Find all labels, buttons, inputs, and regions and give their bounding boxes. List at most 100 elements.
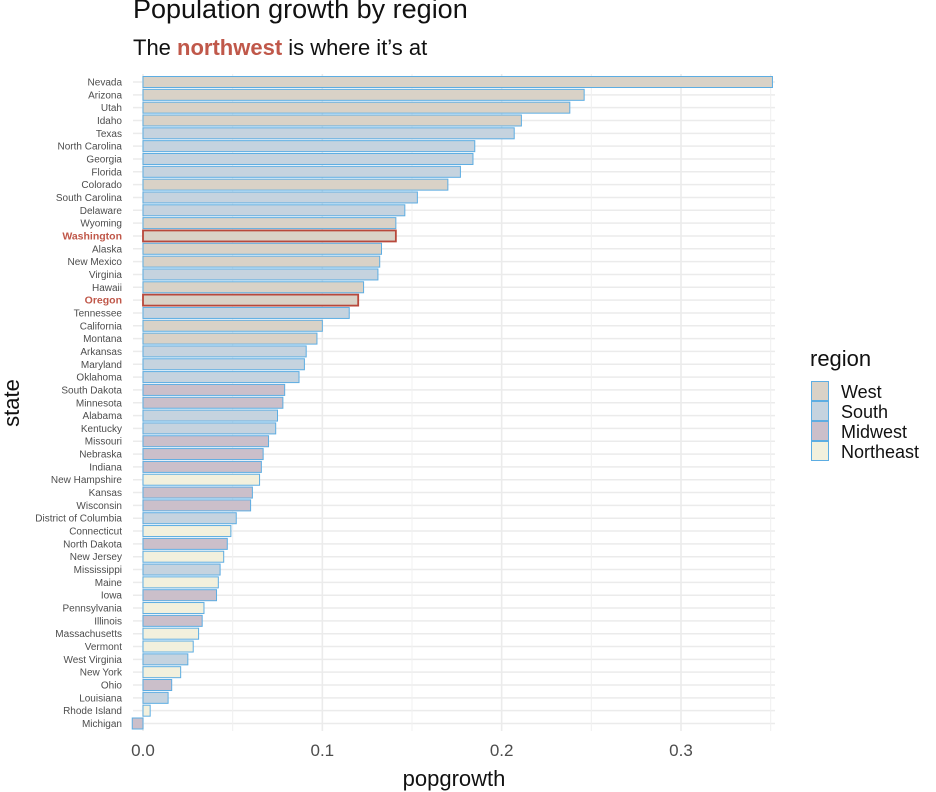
bar-kansas	[142, 486, 253, 499]
chart-title: Population growth by region	[133, 0, 468, 24]
bar-illinois	[142, 614, 203, 627]
y-tick-label: Alabama	[83, 411, 123, 422]
x-axis-title: popgrowth	[403, 766, 506, 791]
y-tick-label: Idaho	[97, 116, 122, 127]
y-tick-label: Kansas	[89, 488, 122, 499]
legend-key-west	[811, 381, 829, 401]
subtitle-suffix: is where it’s at	[282, 35, 428, 60]
y-tick-label: Arizona	[88, 90, 122, 101]
bar-arizona	[142, 88, 585, 101]
bar-pennsylvania	[142, 602, 205, 615]
bar-nevada	[142, 76, 773, 88]
y-tick-label: Oregon	[85, 295, 122, 307]
chart-subtitle: The northwest is where it’s at	[133, 35, 427, 61]
bar-delaware	[142, 204, 406, 217]
y-tick-label: North Dakota	[63, 539, 122, 550]
bar-rhode-island	[142, 704, 151, 717]
y-tick-label: New Mexico	[68, 257, 123, 268]
legend-key-midwest	[811, 421, 829, 441]
bar-maine	[142, 576, 219, 589]
bar-wyoming	[142, 217, 397, 230]
bar-alabama	[142, 409, 278, 422]
y-tick-label: Georgia	[86, 154, 122, 165]
x-tick-label: 0.0	[131, 741, 155, 760]
y-tick-label: Wisconsin	[76, 501, 122, 512]
y-tick-label: Rhode Island	[63, 706, 122, 717]
bar-new-jersey	[142, 550, 225, 563]
bar-indiana	[142, 460, 262, 473]
bar-louisiana	[142, 691, 169, 704]
bar-wisconsin	[142, 499, 252, 512]
bar-iowa	[142, 589, 218, 602]
bar-arkansas	[142, 345, 307, 358]
bar-ohio	[142, 679, 173, 692]
bar-virginia	[142, 268, 379, 281]
bar-new-hampshire	[142, 473, 261, 486]
x-tick-label: 0.2	[490, 741, 514, 760]
y-tick-label: South Carolina	[56, 193, 123, 204]
bar-new-mexico	[142, 255, 381, 268]
y-tick-label: Delaware	[80, 206, 123, 217]
y-tick-label: North Carolina	[58, 142, 123, 153]
y-tick-label: Florida	[91, 167, 122, 178]
legend-label-south: South	[841, 402, 888, 422]
y-tick-label: Arkansas	[80, 347, 122, 358]
bar-oklahoma	[142, 371, 300, 384]
y-tick-label: Iowa	[101, 591, 123, 602]
bar-washington	[142, 229, 397, 243]
y-tick-label: Maryland	[81, 360, 122, 371]
y-tick-label: Nebraska	[79, 450, 122, 461]
y-tick-label: Louisiana	[79, 693, 122, 704]
bar-tennessee	[142, 306, 350, 319]
legend-label-northeast: Northeast	[841, 442, 919, 462]
y-tick-label: Mississippi	[74, 565, 122, 576]
bar-hawaii	[142, 281, 365, 294]
bar-north-carolina	[142, 140, 476, 153]
y-tick-label: Nevada	[88, 78, 123, 89]
y-tick-label: Alaska	[92, 244, 122, 255]
y-tick-label: Tennessee	[74, 308, 123, 319]
bar-north-dakota	[142, 537, 228, 550]
bar-oregon	[142, 293, 360, 307]
y-tick-label: Indiana	[89, 462, 122, 473]
bar-south-dakota	[142, 383, 286, 396]
y-tick-label: Washington	[62, 230, 122, 242]
y-tick-label: Michigan	[82, 719, 122, 730]
legend-label-west: West	[841, 382, 882, 402]
y-tick-label: Hawaii	[92, 283, 122, 294]
y-tick-label: Virginia	[89, 270, 123, 281]
bar-michigan	[131, 717, 144, 730]
y-tick-label: Massachusetts	[55, 629, 122, 640]
legend-title: region	[810, 346, 871, 371]
subtitle-highlight: northwest	[177, 35, 283, 60]
bar-california	[142, 319, 323, 332]
y-tick-label: New York	[80, 668, 123, 679]
y-tick-label: California	[80, 321, 123, 332]
bar-kentucky	[142, 422, 277, 435]
bar-utah	[142, 101, 571, 114]
y-tick-label: Ohio	[101, 681, 123, 692]
y-axis-title: state	[0, 379, 24, 427]
bar-texas	[142, 127, 515, 140]
bar-colorado	[142, 178, 449, 191]
y-tick-label: New Hampshire	[51, 475, 123, 486]
y-tick-label: Missouri	[85, 437, 122, 448]
bar-massachusetts	[142, 627, 200, 640]
bar-vermont	[142, 640, 194, 653]
bar-new-york	[142, 666, 182, 679]
bar-idaho	[142, 114, 522, 127]
y-tick-label: Minnesota	[76, 398, 123, 409]
y-tick-label: Kentucky	[81, 424, 122, 435]
bar-maryland	[142, 358, 305, 371]
y-tick-label: Colorado	[81, 180, 122, 191]
bar-south-carolina	[142, 191, 418, 204]
y-tick-label: Utah	[101, 103, 122, 114]
bar-west-virginia	[142, 653, 189, 666]
y-tick-label: Maine	[95, 578, 123, 589]
y-tick-label: Pennsylvania	[63, 604, 123, 615]
legend-key-south	[811, 401, 829, 421]
y-tick-label: Texas	[96, 129, 122, 140]
y-tick-label: South Dakota	[61, 385, 122, 396]
